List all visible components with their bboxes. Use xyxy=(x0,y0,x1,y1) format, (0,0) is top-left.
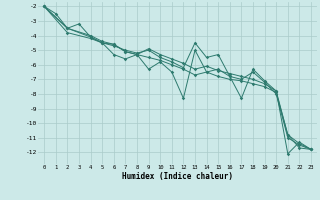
X-axis label: Humidex (Indice chaleur): Humidex (Indice chaleur) xyxy=(122,172,233,181)
